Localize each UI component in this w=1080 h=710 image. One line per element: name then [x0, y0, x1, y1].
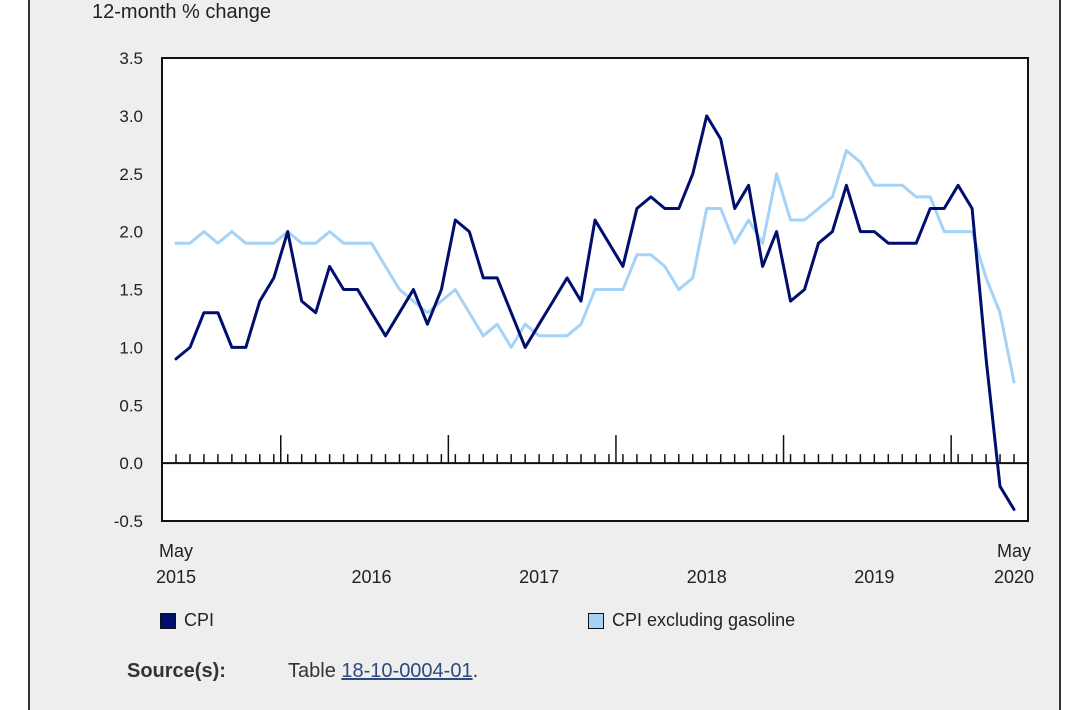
x-tick-label-month: May	[159, 541, 193, 561]
x-tick-label-year: 2016	[352, 567, 392, 587]
x-tick-label-year: 2017	[519, 567, 559, 587]
y-tick-label: 3.5	[119, 49, 143, 68]
legend-item-cpi: CPI	[160, 610, 214, 631]
legend-swatch-cpi	[160, 612, 176, 629]
y-tick-label: 3.0	[119, 107, 143, 126]
chart-panel: 12-month % change 3.5 3.0 2.5 2.0 1.5 1.0 0.5 0…	[28, 0, 1061, 710]
x-tick-label-year: 2020	[994, 567, 1034, 587]
legend-label-cpi-ex-gas: CPI excluding gasoline	[612, 610, 796, 630]
source-suffix: .	[472, 660, 479, 682]
legend-swatch-cpi-ex-gas	[588, 612, 604, 629]
series-line-cpi	[174, 114, 1016, 511]
y-tick-label: -0.5	[114, 512, 143, 531]
source-label: Source(s):	[127, 660, 226, 682]
y-tick-label: 2.0	[119, 223, 143, 242]
x-tick-label-year: 2015	[156, 567, 196, 587]
y-tick-label: 2.5	[119, 165, 143, 184]
series-line-cpi-ex-gas	[174, 149, 1016, 384]
legend-label-cpi: CPI	[184, 610, 215, 630]
legend-item-cpi-ex-gas: CPI excluding gasoline	[588, 610, 795, 631]
y-tick-label: 0.5	[119, 396, 143, 415]
y-tick-label: 1.5	[119, 281, 143, 300]
units-label: 12-month % change	[92, 1, 272, 23]
source-prefix: Table	[288, 660, 336, 682]
source-line: Source(s): Table 18-10-0004-01.	[127, 660, 478, 683]
x-tick-label-year: 2019	[854, 567, 894, 587]
source-table-link[interactable]: 18-10-0004-01	[341, 660, 473, 682]
line-chart: 3.5 3.0 2.5 2.0 1.5 1.0 0.5 0.0 -0.5 May 2015 2016 2…	[114, 49, 1034, 587]
x-tick-label-month: May	[997, 541, 1031, 561]
x-tick-label-year: 2018	[687, 567, 727, 587]
y-tick-label: 0.0	[119, 454, 143, 473]
y-tick-label: 1.0	[119, 338, 143, 357]
